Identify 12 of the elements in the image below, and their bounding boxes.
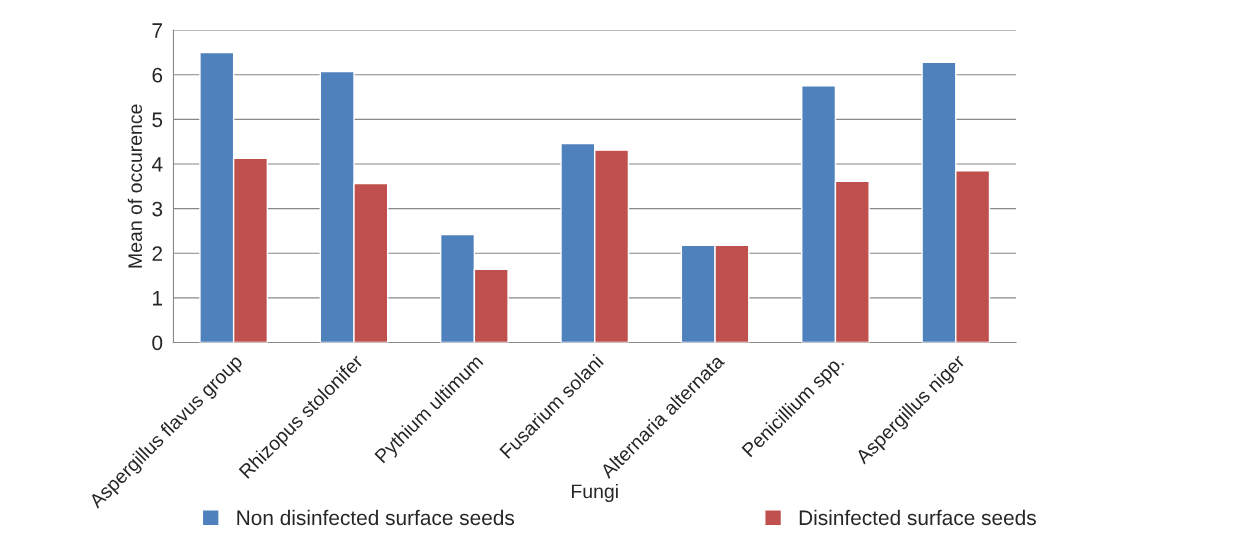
y-tick-label: 6 xyxy=(152,67,163,83)
y-tick-label: 5 xyxy=(152,112,163,128)
y-tick-label: 7 xyxy=(152,23,162,38)
y-tick-label: 3 xyxy=(152,201,163,217)
legend-label: Non disinfected surface seeds xyxy=(237,509,515,526)
legend-label: Disinfected surface seeds xyxy=(799,509,1036,526)
y-tick-label: 2 xyxy=(152,246,162,261)
x-axis-title: Fungi xyxy=(572,483,618,503)
y-axis-title: Mean of occurence xyxy=(127,104,143,268)
y-tick-label: 1 xyxy=(153,291,163,306)
y-tick-label: 0 xyxy=(152,335,163,351)
y-tick-label: 4 xyxy=(151,157,163,172)
